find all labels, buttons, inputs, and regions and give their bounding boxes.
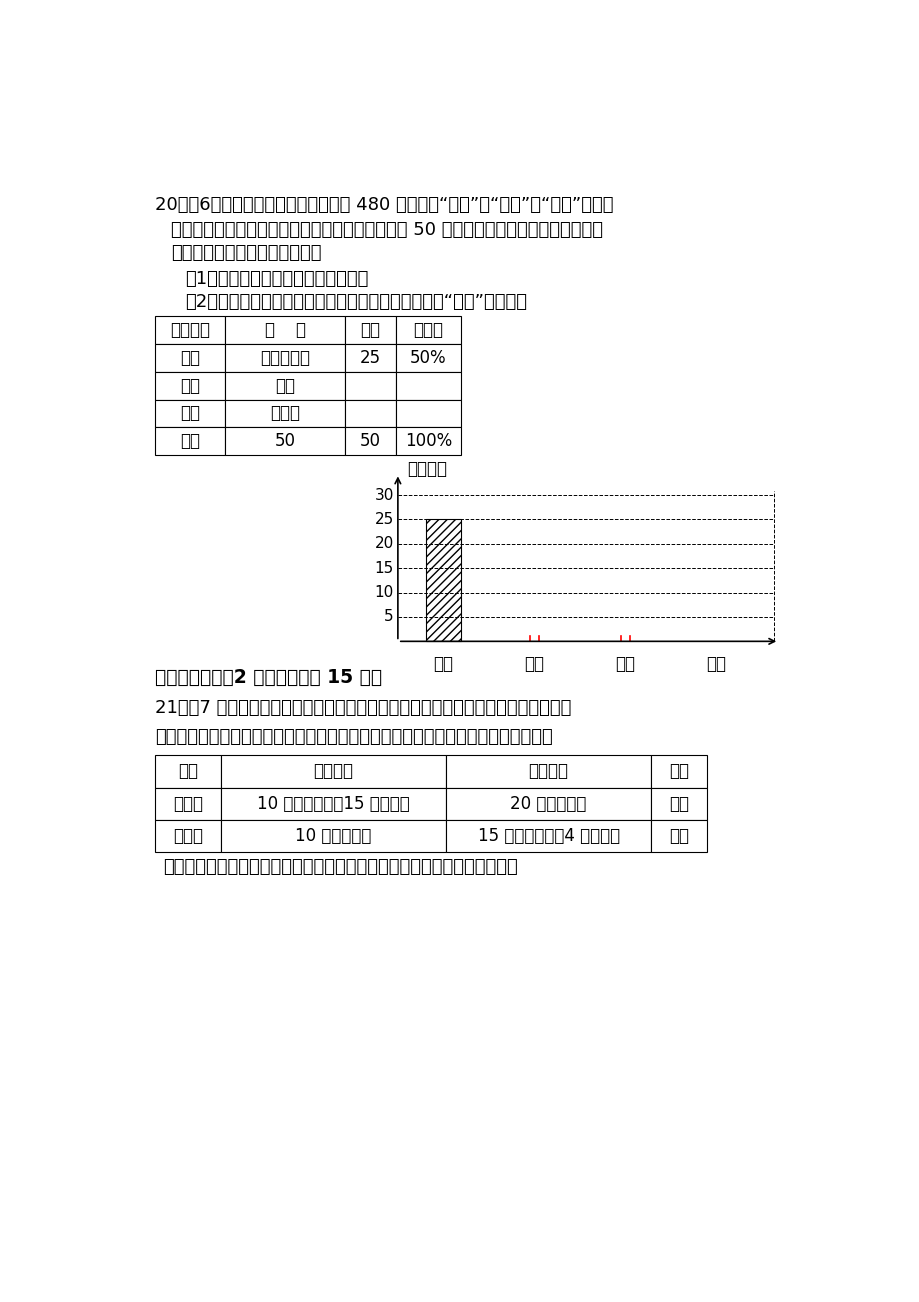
Text: 天平左边: 天平左边 [313,763,353,780]
Text: 划    记: 划 记 [265,322,305,340]
Text: 记录: 记录 [178,763,198,780]
Text: 25: 25 [374,512,393,527]
Text: 果制成如下的统计表和统计图．: 果制成如下的统计表和统计图． [171,243,321,262]
Bar [221,755,446,788]
Bar [395,344,461,372]
Text: 百分比: 百分比 [413,322,443,340]
Bar [155,755,221,788]
Text: 文体: 文体 [180,376,200,395]
Bar [446,820,651,853]
Text: 记录二: 记录二 [173,827,203,845]
Text: 20 枚伍角硬币: 20 枚伍角硬币 [510,794,586,812]
Bar [221,788,446,820]
Text: 50: 50 [359,432,380,450]
Text: 50: 50 [274,432,295,450]
Text: 手工: 手工 [615,655,635,673]
Text: 学生人数: 学生人数 [407,460,447,478]
Bar [446,755,651,788]
Text: 25: 25 [359,349,380,367]
Bar [225,400,345,427]
Bar [651,820,707,853]
Bar [221,820,446,853]
Text: 项目: 项目 [706,655,726,673]
Bar [155,372,225,400]
Text: 100%: 100% [404,432,451,450]
Bar [155,820,221,853]
Text: 请你用所学的数学知识计算出一枚壹元硬币多少克，一枚伍角硬币多少克．: 请你用所学的数学知识计算出一枚壹元硬币多少克，一枚伍角硬币多少克． [163,858,517,876]
Text: 记录一: 记录一 [173,794,203,812]
Text: 正正: 正正 [275,376,295,395]
Bar [345,344,395,372]
Text: 合计: 合计 [180,432,200,450]
Bar [425,519,460,642]
Text: 20: 20 [374,536,393,551]
Bar [651,788,707,820]
Text: 10 枚壹元硬币: 10 枚壹元硬币 [295,827,371,845]
Text: 5: 5 [384,609,393,625]
Bar [155,788,221,820]
Text: 平衡: 平衡 [668,794,688,812]
Bar [395,316,461,344]
Bar [395,400,461,427]
Text: 状态: 状态 [668,763,688,780]
Text: 量．（注：同种类的每枚硬币质量相同）．聪明的孔明同学经过探究得到以下记录：: 量．（注：同种类的每枚硬币质量相同）．聪明的孔明同学经过探究得到以下记录： [155,728,552,746]
Text: 正正正: 正正正 [270,405,300,422]
Bar [651,755,707,788]
Bar [345,427,395,454]
Text: （2）请以小明的统计结果来估计该校七年级学生参加“手工”的人数．: （2）请以小明的统计结果来估计该校七年级学生参加“手工”的人数． [185,293,527,311]
Bar [155,427,225,454]
Text: 15 枚伍角硬币，4 克的牀码: 15 枚伍角硬币，4 克的牀码 [477,827,619,845]
Text: 手工: 手工 [180,405,200,422]
Text: 兴趣小组: 兴趣小组 [170,322,210,340]
Text: 15: 15 [374,561,393,575]
Bar [345,400,395,427]
Text: 30: 30 [374,487,393,503]
Bar [395,427,461,454]
Text: 五．解答题（共2 个小题，满分 15 分）: 五．解答题（共2 个小题，满分 15 分） [155,668,382,687]
Text: 文体: 文体 [524,655,544,673]
Bar [225,427,345,454]
Bar [225,316,345,344]
Bar [225,344,345,372]
Text: （1）请将统计表、统计图补充完整；: （1）请将统计表、统计图补充完整； [185,271,368,288]
Text: 频数: 频数 [360,322,380,340]
Text: 平衡: 平衡 [668,827,688,845]
Bar [225,372,345,400]
Text: 正正正正正: 正正正正正 [260,349,310,367]
Text: 天平右边: 天平右边 [528,763,568,780]
Bar [395,372,461,400]
Bar [155,316,225,344]
Text: 目安排课外兴趣小组，小明从所有学生中随机抒取 50 名学生进行问卷调查，并将统计结: 目安排课外兴趣小组，小明从所有学生中随机抒取 50 名学生进行问卷调查，并将统计… [171,221,602,240]
Text: 21．（7 分）老师布置了一个探究活动：用天平和牀码测量壹元硬币和伍角硬币的质: 21．（7 分）老师布置了一个探究活动：用天平和牀码测量壹元硬币和伍角硬币的质 [155,699,571,717]
Text: 学科: 学科 [180,349,200,367]
Bar [345,372,395,400]
Text: 50%: 50% [410,349,447,367]
Text: 20．（6分）某中学计划对本校七年级 480 名学生按“学科”、“文体”、“手工”三个项: 20．（6分）某中学计划对本校七年级 480 名学生按“学科”、“文体”、“手工… [155,197,613,215]
Text: 10 枚壹元硬币，15 克的牀码: 10 枚壹元硬币，15 克的牀码 [257,794,410,812]
Bar [155,400,225,427]
Bar [446,788,651,820]
Bar [155,344,225,372]
Text: 学科: 学科 [433,655,453,673]
Text: 10: 10 [374,585,393,600]
Bar [345,316,395,344]
